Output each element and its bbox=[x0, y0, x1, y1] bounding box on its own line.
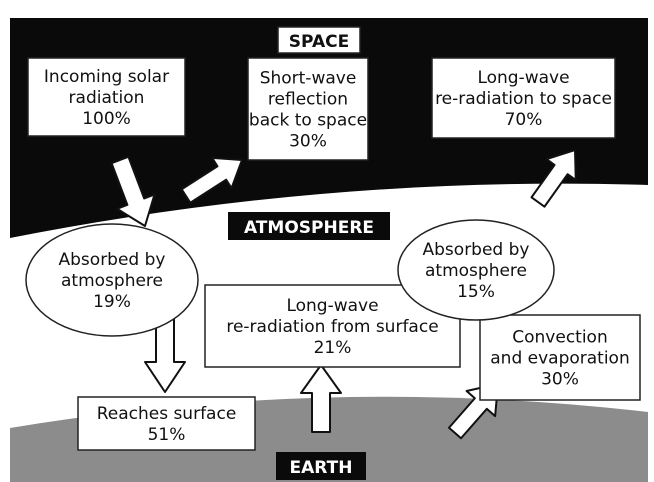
space-label: SPACE bbox=[289, 32, 349, 52]
text-box bbox=[27, 57, 186, 137]
label-line: re-radiation from surface bbox=[226, 317, 438, 337]
label-line: Long-wave bbox=[477, 68, 569, 88]
label-line: 30% bbox=[289, 132, 327, 152]
label-line: Incoming solar bbox=[44, 67, 169, 87]
label-line: Reaches surface bbox=[97, 404, 237, 424]
earth-label-box bbox=[276, 452, 366, 480]
label-line: 70% bbox=[505, 110, 543, 130]
text-ellipse bbox=[397, 219, 555, 321]
label-line: 19% bbox=[93, 292, 131, 312]
space-label-box bbox=[277, 26, 361, 54]
arrow bbox=[180, 156, 243, 204]
arrow bbox=[300, 364, 342, 433]
text-box bbox=[431, 57, 616, 139]
text-box bbox=[77, 396, 256, 451]
label-line: Short-wave bbox=[260, 69, 357, 89]
earth-label: EARTH bbox=[290, 458, 353, 478]
arrow bbox=[110, 155, 156, 227]
label-line: 51% bbox=[148, 425, 186, 445]
label-line: Long-wave bbox=[286, 296, 378, 316]
label-line: reflection bbox=[268, 90, 348, 110]
label-line: re-radiation to space bbox=[435, 89, 612, 109]
text-box bbox=[479, 314, 641, 401]
label-line: atmosphere bbox=[61, 271, 163, 291]
label-line: Absorbed by bbox=[423, 240, 530, 260]
label-line: 15% bbox=[457, 282, 495, 302]
label-line: 100% bbox=[82, 109, 131, 129]
label-line: back to space bbox=[249, 111, 367, 131]
label-line: Convection bbox=[512, 328, 607, 348]
label-line: and evaporation bbox=[490, 349, 630, 369]
label-line: Absorbed by bbox=[59, 250, 166, 270]
label-line: 30% bbox=[541, 370, 579, 390]
text-ellipse bbox=[25, 223, 199, 337]
atmosphere-label: ATMOSPHERE bbox=[244, 218, 374, 238]
label-line: radiation bbox=[69, 88, 145, 108]
label-line: atmosphere bbox=[425, 261, 527, 281]
atmosphere-label-box bbox=[228, 212, 390, 240]
arrow bbox=[530, 149, 577, 208]
text-box bbox=[247, 57, 369, 161]
label-line: 21% bbox=[314, 338, 352, 358]
